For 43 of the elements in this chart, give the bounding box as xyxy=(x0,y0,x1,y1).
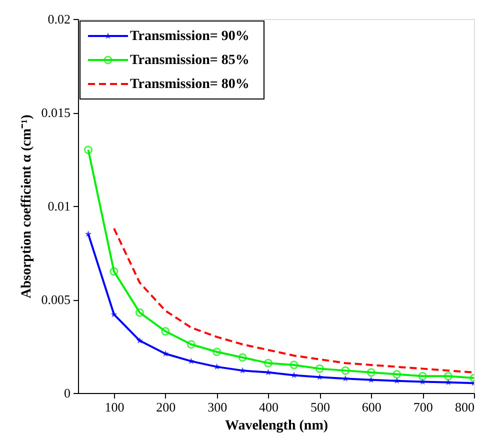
point xyxy=(392,370,402,379)
y-tick-label: 0 xyxy=(64,386,70,400)
x-tick-label: 400 xyxy=(259,400,279,414)
legend-label: Transmission= 85% xyxy=(130,53,250,68)
point xyxy=(368,376,374,383)
point xyxy=(110,267,118,276)
legend-label: Transmission= 90% xyxy=(130,29,250,44)
point xyxy=(290,360,298,370)
y-tick-label: 0.005 xyxy=(41,292,70,307)
x-axis-title: Wavelength (nm) xyxy=(224,418,328,434)
point xyxy=(342,375,349,382)
x-tick-label: 200 xyxy=(156,400,176,414)
point xyxy=(212,348,222,356)
x-tick-label: 700 xyxy=(413,400,433,414)
point xyxy=(84,230,92,237)
point xyxy=(110,310,118,318)
x-tick-label: 800 xyxy=(455,400,474,414)
point xyxy=(341,366,350,375)
x-tick-label: 500 xyxy=(310,400,330,414)
point xyxy=(162,350,169,357)
x-tick-label: 300 xyxy=(208,400,228,414)
point xyxy=(366,368,376,377)
y-tick-label: 0.01 xyxy=(48,198,70,214)
point xyxy=(264,358,273,368)
y-axis-title: Absorption coefficient α (cm⁻¹) xyxy=(19,114,34,298)
point xyxy=(136,337,144,344)
point xyxy=(238,353,247,362)
point xyxy=(214,363,220,370)
x-tick-label: 600 xyxy=(362,400,382,414)
point xyxy=(418,372,427,380)
line-series xyxy=(113,227,474,374)
point xyxy=(444,372,453,380)
point xyxy=(186,340,196,349)
point xyxy=(264,368,272,376)
point xyxy=(84,146,93,154)
x-tick-label: 100 xyxy=(104,400,124,414)
legend-label: Transmission= 80% xyxy=(130,77,250,92)
point xyxy=(315,364,324,373)
y-tick-label: 0.015 xyxy=(41,105,70,120)
point xyxy=(161,327,170,336)
point xyxy=(135,308,144,317)
point xyxy=(290,372,298,378)
y-tick-label: 0.02 xyxy=(48,12,70,26)
